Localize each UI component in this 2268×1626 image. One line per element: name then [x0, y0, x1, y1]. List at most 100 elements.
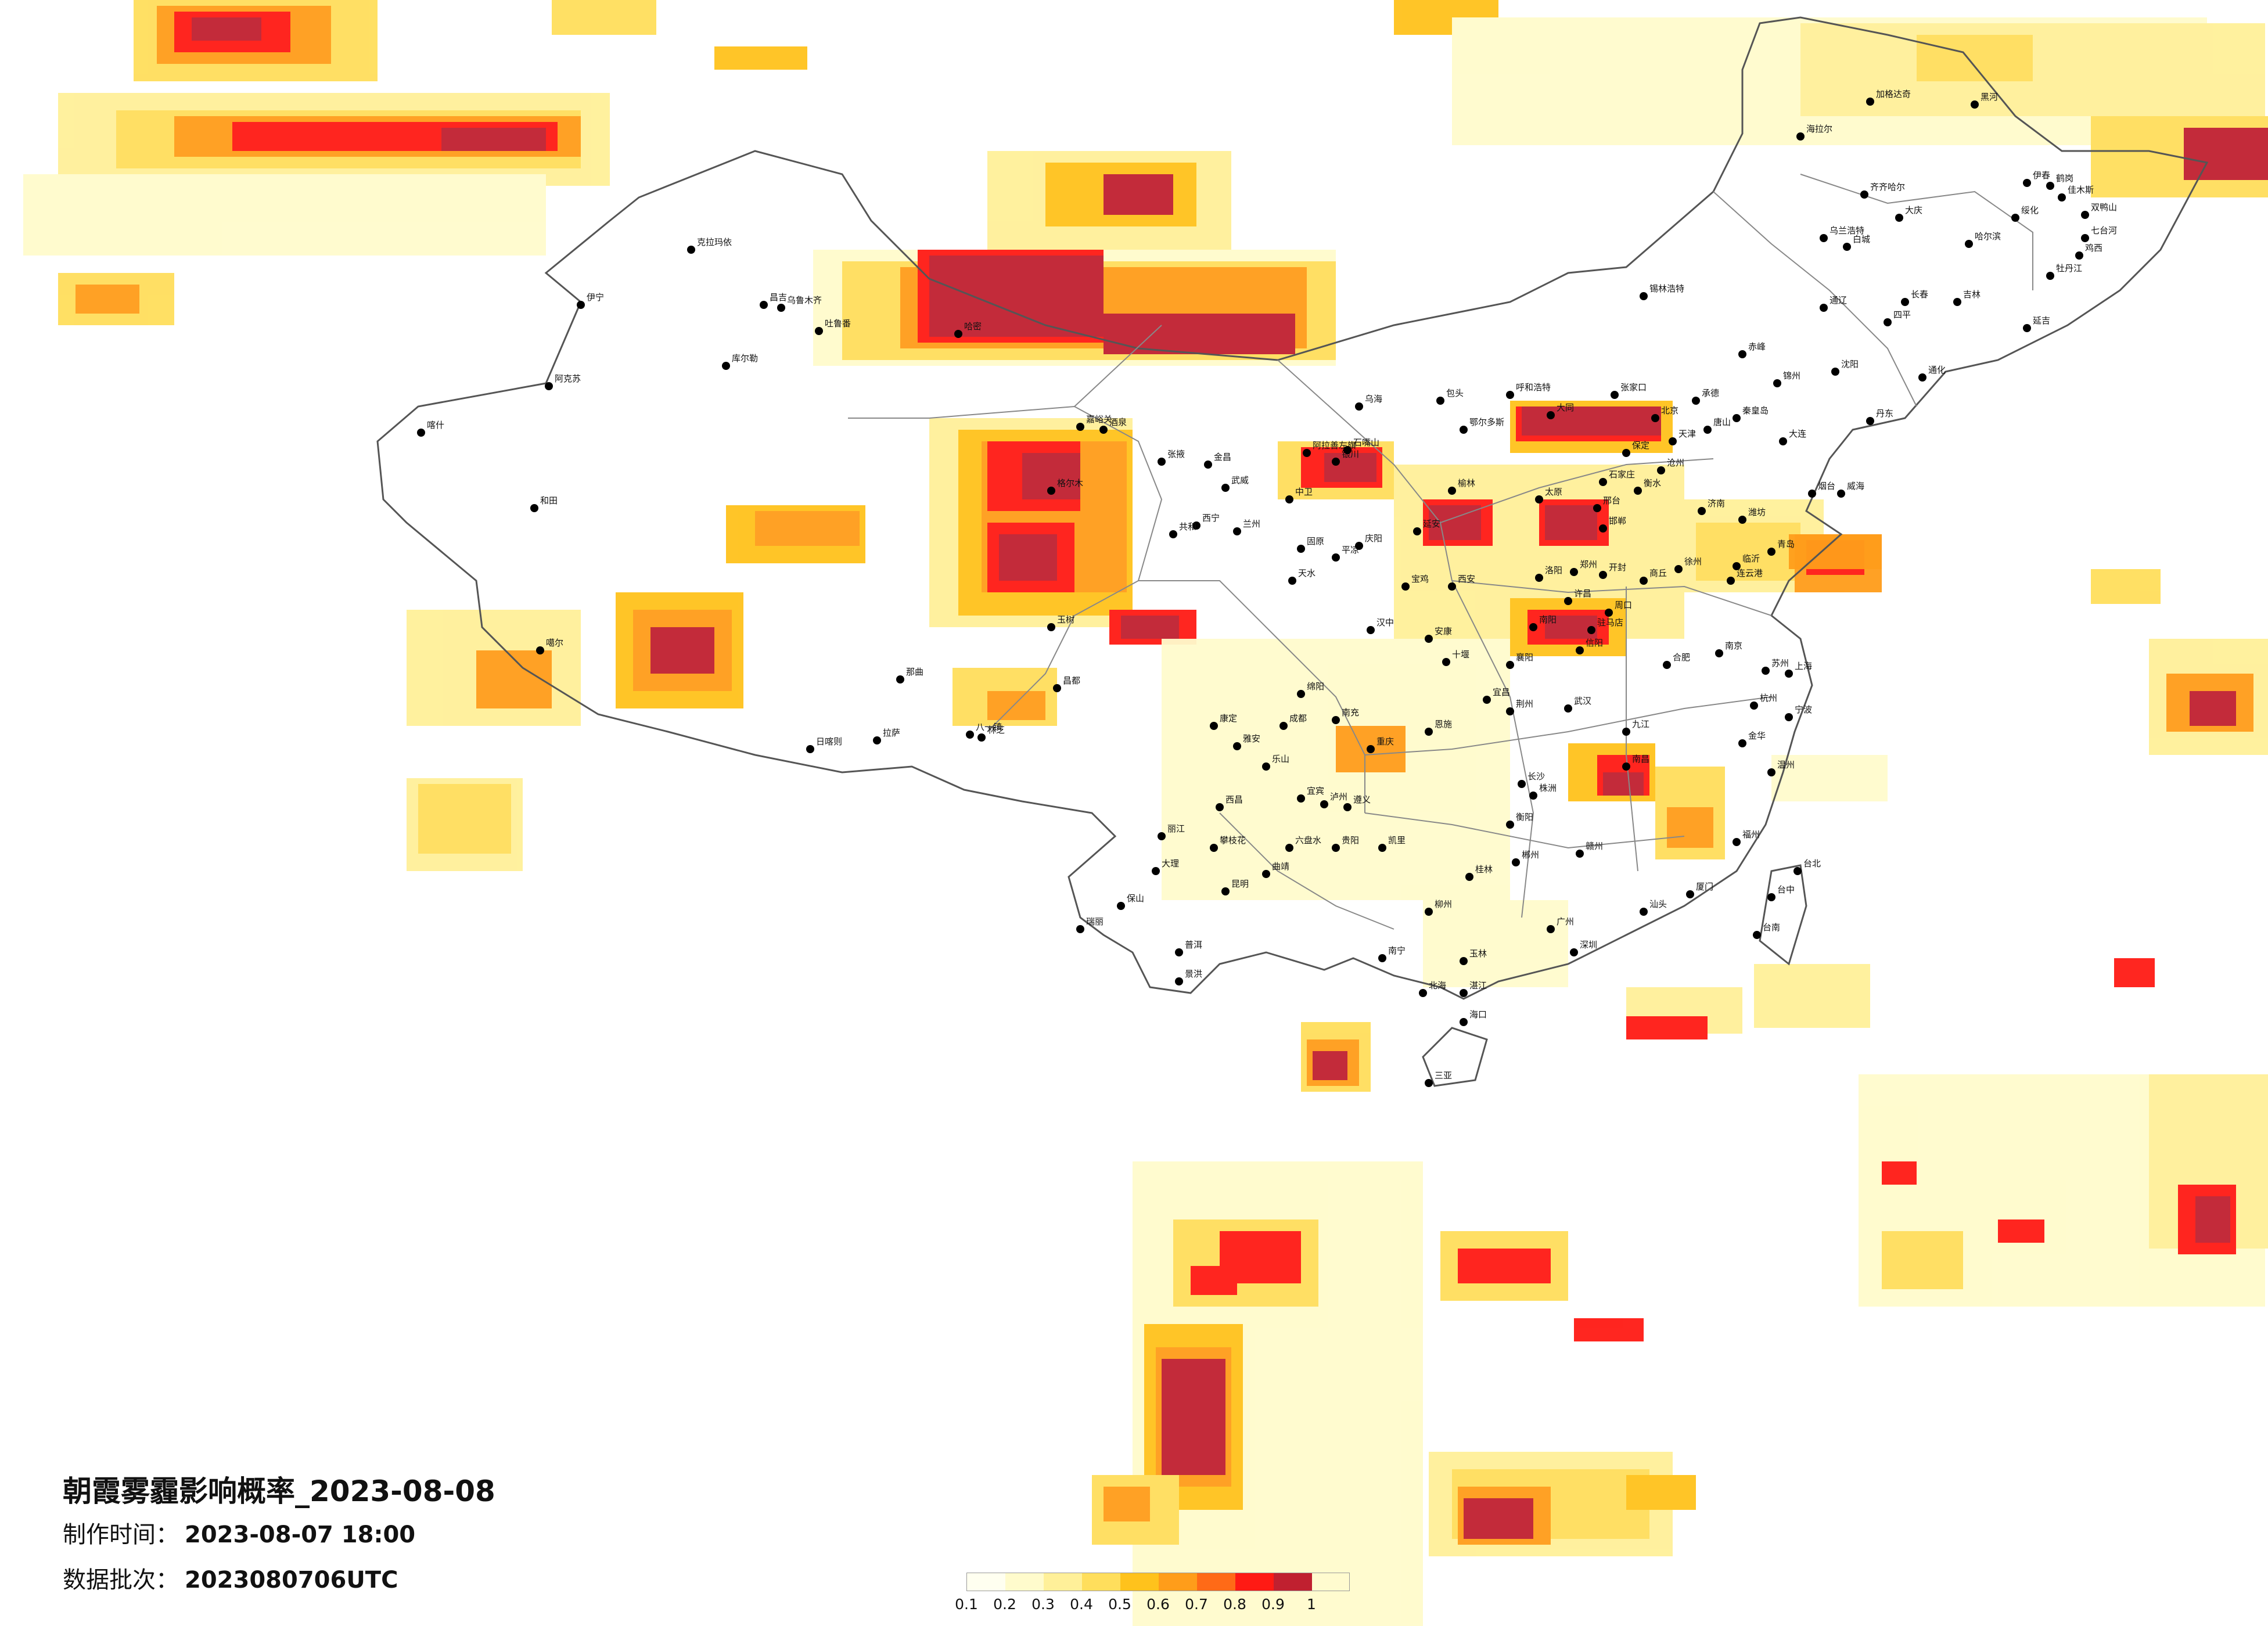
city-dot [1506, 821, 1514, 829]
city-label: 郑州 [1580, 559, 1597, 570]
city-dot [1669, 437, 1677, 445]
city-dot [1343, 803, 1352, 811]
city-dot [1506, 707, 1514, 715]
city-dot [1367, 745, 1375, 753]
city-label: 汉中 [1376, 617, 1394, 628]
city-dot [1210, 844, 1218, 852]
city-dot [1436, 397, 1444, 405]
city-label: 锦州 [1783, 370, 1800, 381]
city-label: 大连 [1789, 429, 1806, 439]
city-marker: 伊宁 [577, 292, 604, 309]
city-label: 中卫 [1295, 487, 1313, 497]
city-dot [1297, 690, 1305, 698]
city-label: 邢台 [1603, 495, 1620, 506]
city-label: 乌鲁木齐 [787, 295, 822, 305]
city-dot [1192, 521, 1201, 530]
city-marker: 榆林 [1448, 478, 1475, 495]
city-marker: 八一镇 [966, 722, 1002, 739]
city-label: 那曲 [906, 667, 923, 677]
city-marker: 通辽 [1820, 295, 1847, 312]
city-label: 天津 [1678, 429, 1696, 439]
city-dot [954, 330, 962, 338]
city-dot [1288, 577, 1296, 585]
city-label: 烟台 [1818, 481, 1835, 491]
city-dot [760, 301, 768, 309]
city-marker: 嘉峪关 [1076, 414, 1112, 431]
city-label: 襄阳 [1516, 652, 1533, 663]
city-label: 上海 [1795, 661, 1812, 671]
city-label: 武威 [1231, 475, 1249, 485]
city-marker: 许昌 [1564, 588, 1591, 605]
city-label: 威海 [1847, 481, 1864, 491]
city-dot [1047, 623, 1055, 631]
legend-tick-label: 0.1 [955, 1596, 978, 1613]
city-marker: 白城 [1843, 234, 1870, 251]
batch-label: 数据批次： [63, 1567, 179, 1593]
city-marker: 延安 [1413, 519, 1440, 535]
city-marker: 唐山 [1703, 417, 1731, 434]
city-marker: 哈密 [954, 321, 982, 338]
city-label: 衡阳 [1516, 812, 1533, 822]
city-marker: 柳州 [1425, 899, 1452, 916]
city-marker: 张家口 [1611, 382, 1647, 399]
city-label: 凯里 [1388, 835, 1406, 846]
city-marker: 徐州 [1674, 556, 1702, 573]
city-dot [1733, 562, 1741, 570]
city-label: 牡丹江 [2056, 263, 2082, 274]
city-dot [1099, 426, 1108, 434]
city-marker: 林芝 [977, 725, 1005, 742]
city-label: 宜宾 [1307, 786, 1324, 796]
city-label: 桂林 [1475, 864, 1493, 875]
city-label: 张掖 [1167, 449, 1185, 459]
city-dot [1529, 623, 1537, 631]
city-marker: 大同 [1547, 402, 1574, 419]
city-marker: 庆阳 [1355, 533, 1382, 550]
legend-tick-label: 1 [1307, 1596, 1316, 1613]
city-marker: 鹤岗 [2046, 173, 2073, 190]
city-dot [1640, 292, 1648, 300]
city-label: 福州 [1742, 829, 1760, 840]
city-label: 喀什 [427, 420, 444, 430]
city-label: 深圳 [1580, 940, 1597, 950]
city-marker: 大庆 [1895, 205, 1922, 222]
city-marker: 青岛 [1767, 539, 1795, 556]
city-label: 周口 [1615, 600, 1632, 610]
city-marker: 伊春 [2023, 170, 2050, 187]
city-label: 沈阳 [1841, 359, 1859, 369]
city-label: 洛阳 [1545, 565, 1562, 575]
city-dot [2011, 214, 2019, 222]
city-dot [1297, 794, 1305, 803]
legend-tick-label: 0.2 [993, 1596, 1016, 1613]
city-marker: 十堰 [1442, 649, 1469, 666]
city-label: 丽江 [1167, 823, 1185, 834]
city-marker: 酒泉 [1099, 417, 1127, 434]
city-label: 贵阳 [1342, 835, 1359, 846]
city-dot [1535, 495, 1543, 503]
city-dot [966, 731, 974, 739]
city-dot [1216, 803, 1224, 811]
city-label: 秦皇岛 [1742, 405, 1769, 416]
city-dot [1866, 417, 1874, 425]
city-marker: 绵阳 [1297, 681, 1324, 698]
city-dot [1686, 890, 1694, 898]
city-dot [815, 327, 823, 335]
city-dot [1221, 484, 1230, 492]
city-dot [1576, 850, 1584, 858]
city-dot [1843, 243, 1851, 251]
city-label: 海口 [1469, 1009, 1487, 1020]
city-label: 阿克苏 [555, 373, 581, 384]
city-dot [536, 646, 544, 654]
city-dot [1698, 507, 1706, 515]
city-marker: 凯里 [1378, 835, 1406, 852]
city-dot [2058, 193, 2066, 202]
map-title: 朝霞雾霾影响概率_2023-08-08 [63, 1474, 495, 1508]
city-dot [1448, 487, 1456, 495]
city-label: 大理 [1162, 858, 1179, 869]
city-label: 库尔勒 [732, 353, 758, 364]
city-marker: 成都 [1279, 713, 1307, 730]
city-marker: 噶尔 [536, 638, 563, 654]
city-label: 通辽 [1830, 295, 1847, 305]
city-dot [1651, 414, 1659, 422]
city-marker: 格尔木 [1047, 478, 1083, 495]
